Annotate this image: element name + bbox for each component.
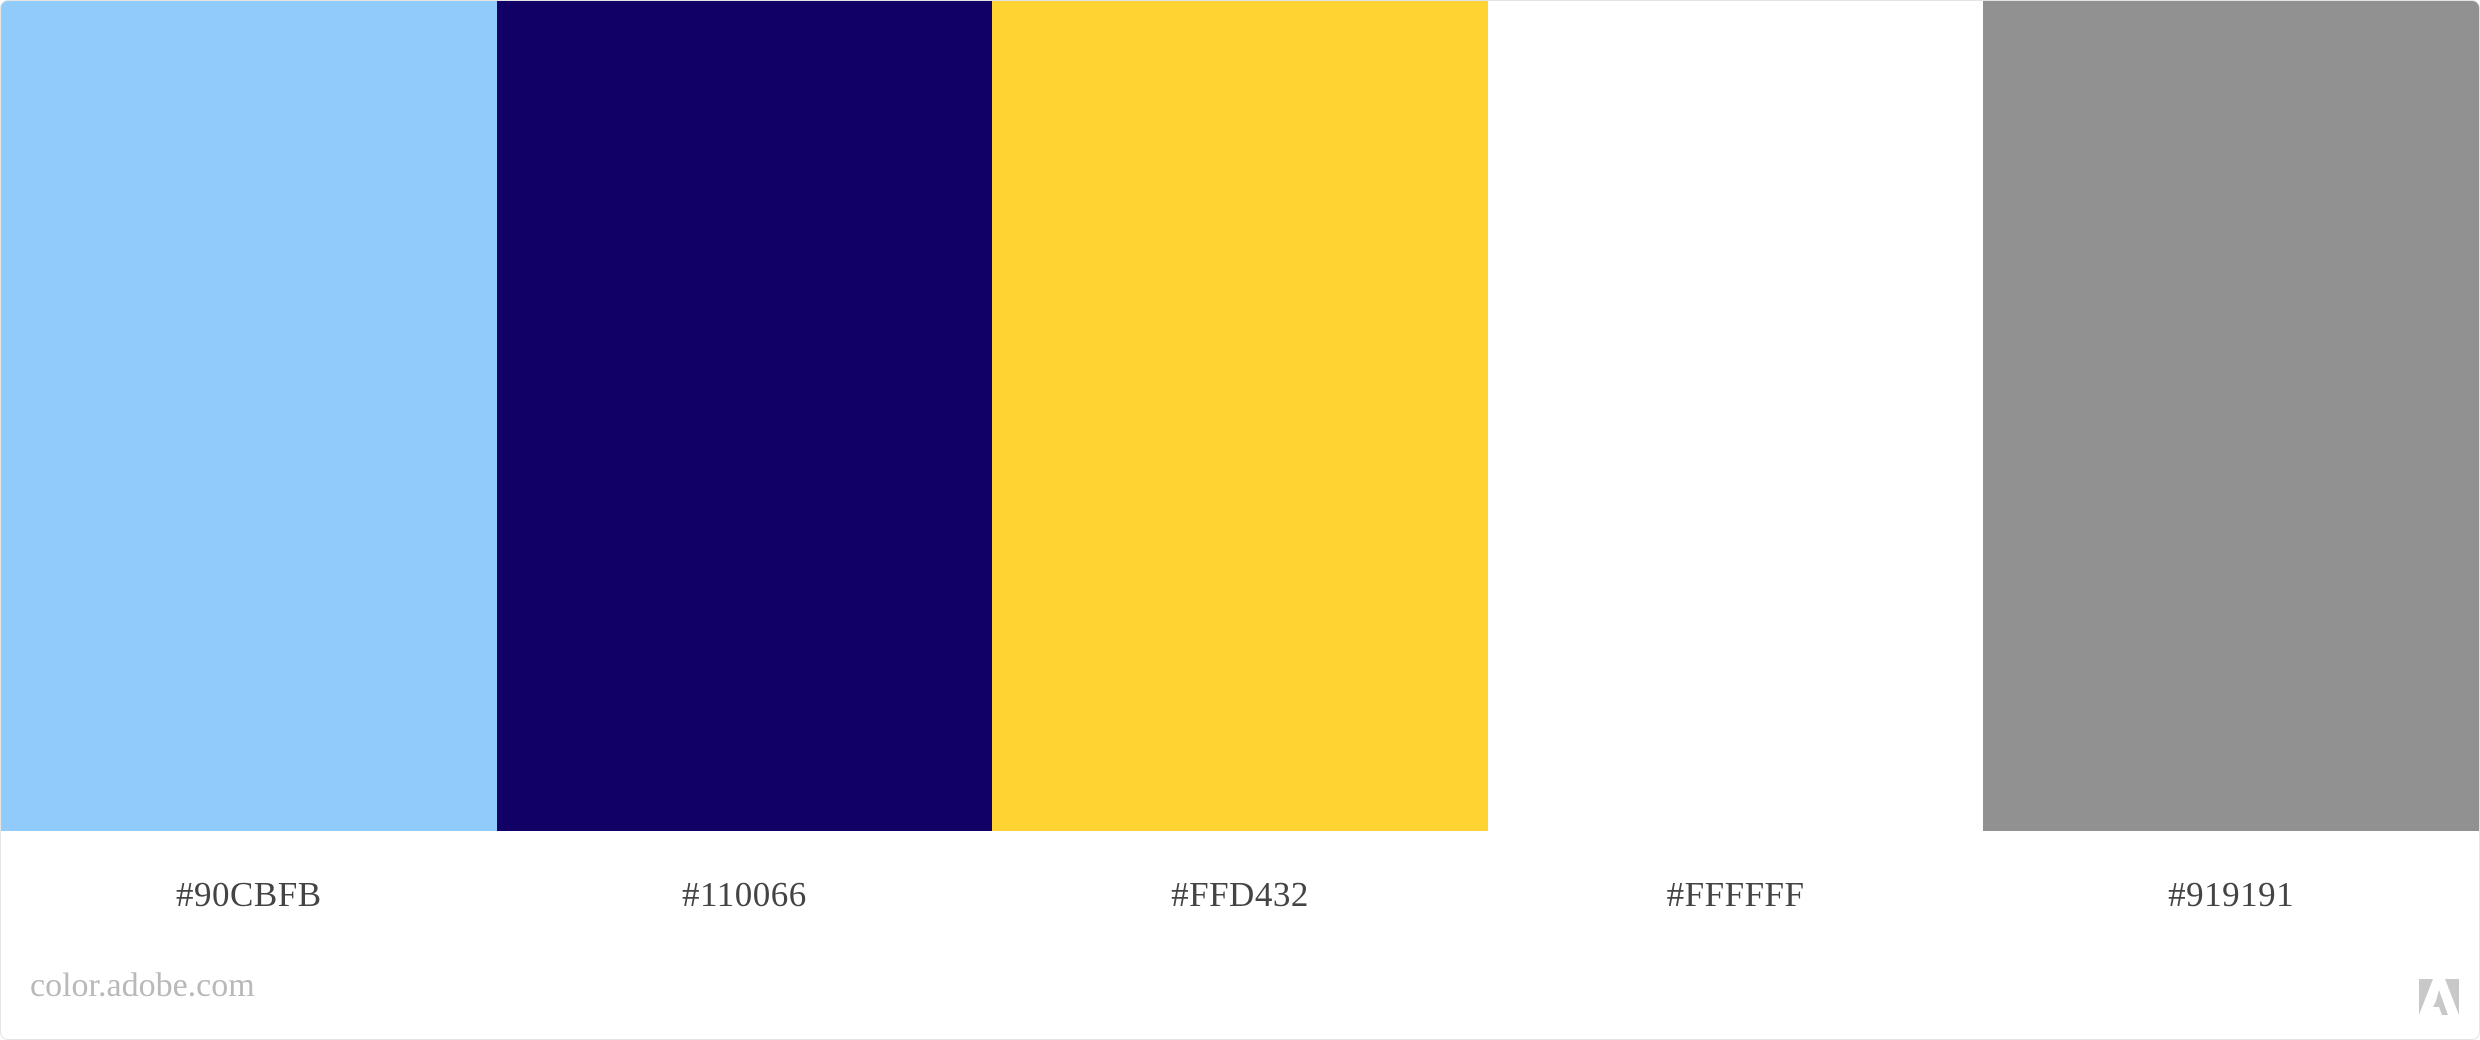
- hex-label-1: #90CBFB: [176, 875, 322, 914]
- hex-label-2: #110066: [682, 875, 807, 914]
- adobe-logo-icon: [2419, 979, 2459, 1015]
- hex-label-5: #919191: [2168, 875, 2295, 914]
- swatch-5[interactable]: [1983, 1, 2479, 831]
- hex-label-4: #FFFFFF: [1666, 875, 1805, 914]
- site-name: color.adobe.com: [30, 967, 255, 1004]
- hex-label-row: #90CBFB #110066 #FFD432 #FFFFFF #919191: [1, 831, 2479, 959]
- swatch-2[interactable]: [496, 1, 993, 831]
- swatch-1[interactable]: [1, 1, 497, 831]
- swatch-row: [1, 1, 2479, 831]
- swatch-4[interactable]: [1487, 1, 1984, 831]
- hex-label-3: #FFD432: [1171, 875, 1309, 914]
- swatch-3[interactable]: [992, 1, 1488, 831]
